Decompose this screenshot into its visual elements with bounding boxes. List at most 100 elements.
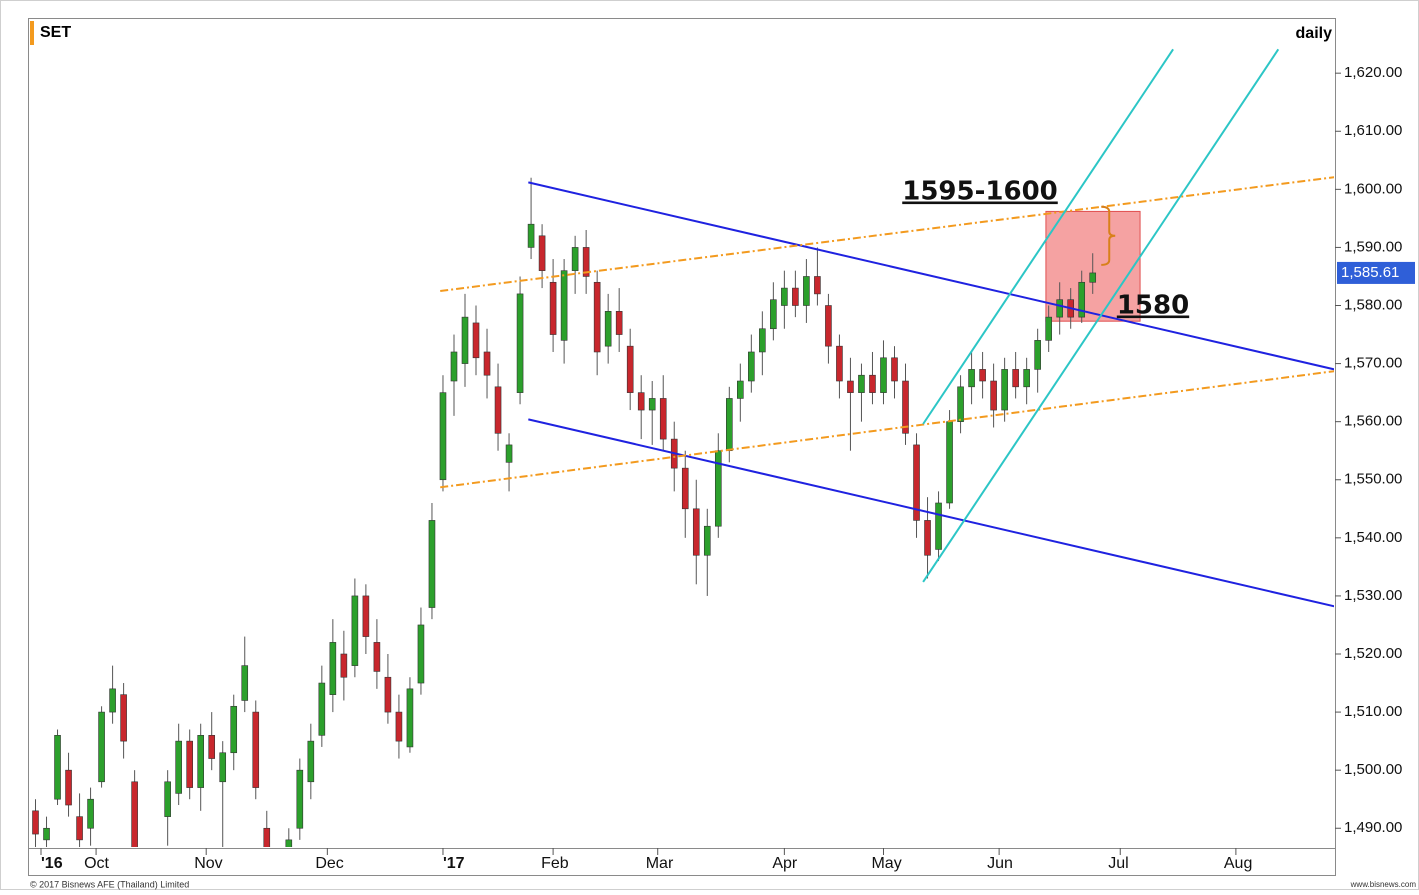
candle-body xyxy=(935,502,942,550)
plot-area xyxy=(32,48,1334,847)
last-price-box xyxy=(1337,261,1415,284)
candle-body xyxy=(1045,316,1052,341)
y-tick-label: 1,540.00 xyxy=(1344,529,1402,546)
title-marker xyxy=(30,21,34,45)
trend-line xyxy=(528,418,1334,608)
candle-body xyxy=(957,386,964,422)
candle-body xyxy=(692,508,700,556)
candle-body xyxy=(1056,299,1063,318)
candle-body xyxy=(825,305,832,347)
candle-body xyxy=(516,293,524,393)
y-tick-label: 1,510.00 xyxy=(1344,703,1402,720)
candle-body xyxy=(902,380,909,434)
x-axis-frame xyxy=(28,848,1336,876)
y-tick-label: 1,530.00 xyxy=(1344,587,1402,604)
candle-body xyxy=(748,351,755,382)
candle-body xyxy=(318,682,326,736)
candle-body xyxy=(571,247,579,271)
x-tick-label: Aug xyxy=(1224,855,1252,872)
candle-body xyxy=(417,624,425,684)
candle-body xyxy=(869,374,876,393)
candle-body xyxy=(252,711,260,788)
candle-body xyxy=(990,380,997,411)
candle-body xyxy=(32,810,39,835)
annotation: 1595-1600 xyxy=(902,177,1058,207)
candle-body xyxy=(285,839,293,847)
candle-body xyxy=(913,444,920,521)
candle-body xyxy=(880,357,887,393)
trend-line xyxy=(922,48,1280,583)
footer-left: © 2017 Bisnews AFE (Thailand) Limited xyxy=(30,879,189,889)
chart-title: SET xyxy=(40,24,71,41)
brace xyxy=(1101,205,1116,266)
candle-body xyxy=(770,299,777,330)
x-tick-label: Apr xyxy=(772,855,798,872)
candle-body xyxy=(450,351,458,382)
footer-right: www.bisnews.com xyxy=(1350,880,1417,889)
candle-body xyxy=(131,781,138,847)
candle-body xyxy=(340,653,348,678)
candle-body xyxy=(230,705,238,754)
candle-body xyxy=(98,711,105,783)
x-tick-label: Jul xyxy=(1108,855,1128,872)
candle-body xyxy=(362,595,370,637)
candle-body xyxy=(593,281,601,353)
y-tick-label: 1,490.00 xyxy=(1344,819,1402,836)
candle-body xyxy=(406,688,414,748)
y-tick-label: 1,500.00 xyxy=(1344,761,1402,778)
y-tick-label: 1,570.00 xyxy=(1344,355,1402,372)
x-tick-label: Nov xyxy=(194,855,222,872)
y-tick-label: 1,590.00 xyxy=(1344,238,1402,255)
candle-body xyxy=(946,421,953,504)
last-price-label: 1,585.61 xyxy=(1341,264,1399,281)
candle-body xyxy=(461,316,469,364)
candle-body xyxy=(703,525,711,556)
chart-subtitle: daily xyxy=(1296,25,1333,42)
x-tick-label: Oct xyxy=(84,855,109,872)
x-tick-label: Jun xyxy=(987,855,1013,872)
candle-body xyxy=(858,374,865,393)
candle-body xyxy=(329,642,337,695)
x-tick-label: Feb xyxy=(541,855,569,872)
candle-body xyxy=(726,398,733,452)
candle-body xyxy=(814,276,821,295)
candle-body xyxy=(241,665,249,701)
candle-body xyxy=(847,380,854,393)
candle-body xyxy=(428,520,436,608)
candle-body xyxy=(54,735,61,800)
plot-frame xyxy=(28,18,1336,849)
candle-body xyxy=(1034,340,1041,370)
candle-body xyxy=(373,642,381,672)
candle-body xyxy=(120,694,127,742)
candle-body xyxy=(505,444,513,463)
candle-body xyxy=(164,781,171,817)
candle-body xyxy=(604,311,612,347)
candle-body xyxy=(483,351,491,376)
candle-body xyxy=(65,769,72,806)
y-tick-label: 1,550.00 xyxy=(1344,471,1402,488)
candle-body xyxy=(714,450,722,527)
candle-body xyxy=(615,311,623,335)
candle-body xyxy=(836,345,843,382)
candle-body xyxy=(494,386,502,434)
candle-body xyxy=(197,735,204,788)
candle-body xyxy=(472,322,480,359)
trend-line xyxy=(528,181,1334,371)
candle-body xyxy=(681,467,689,510)
candle-body xyxy=(263,827,271,847)
candle-body xyxy=(1089,272,1097,283)
candle-body xyxy=(582,247,590,277)
candle-body xyxy=(307,740,315,783)
y-tick-label: 1,520.00 xyxy=(1344,645,1402,662)
x-tick-label: '16 xyxy=(41,855,63,872)
candle-body xyxy=(1023,369,1030,388)
candle-body xyxy=(659,398,667,440)
candle-body xyxy=(968,369,975,388)
candle-body xyxy=(626,345,634,393)
x-tick-label: May xyxy=(871,855,901,872)
candle-body xyxy=(549,281,557,335)
candle-body xyxy=(803,276,810,306)
candle-body xyxy=(395,711,403,742)
candle-body xyxy=(781,287,788,306)
